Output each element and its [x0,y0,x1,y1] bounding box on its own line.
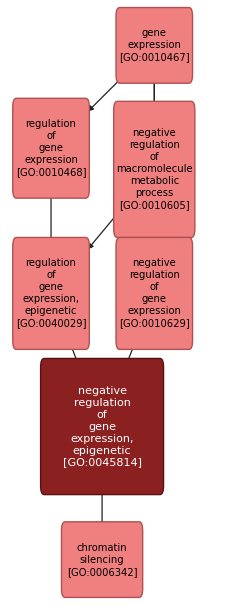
FancyBboxPatch shape [116,238,192,350]
FancyBboxPatch shape [13,238,89,350]
Text: gene
expression
[GO:0010467]: gene expression [GO:0010467] [119,28,189,62]
Text: negative
regulation
of
gene
expression,
epigenetic
[GO:0045814]: negative regulation of gene expression, … [62,385,141,468]
FancyBboxPatch shape [61,522,142,598]
Text: chromatin
silencing
[GO:0006342]: chromatin silencing [GO:0006342] [67,543,137,577]
FancyBboxPatch shape [40,358,163,495]
Text: regulation
of
gene
expression,
epigenetic
[GO:0040029]: regulation of gene expression, epigeneti… [16,258,86,329]
FancyBboxPatch shape [13,98,89,198]
Text: negative
regulation
of
gene
expression
[GO:0010629]: negative regulation of gene expression [… [119,258,189,329]
FancyBboxPatch shape [113,102,194,238]
Text: regulation
of
gene
expression
[GO:0010468]: regulation of gene expression [GO:001046… [16,119,86,177]
Text: negative
regulation
of
macromolecule
metabolic
process
[GO:0010605]: negative regulation of macromolecule met… [116,128,192,211]
FancyBboxPatch shape [116,8,192,83]
